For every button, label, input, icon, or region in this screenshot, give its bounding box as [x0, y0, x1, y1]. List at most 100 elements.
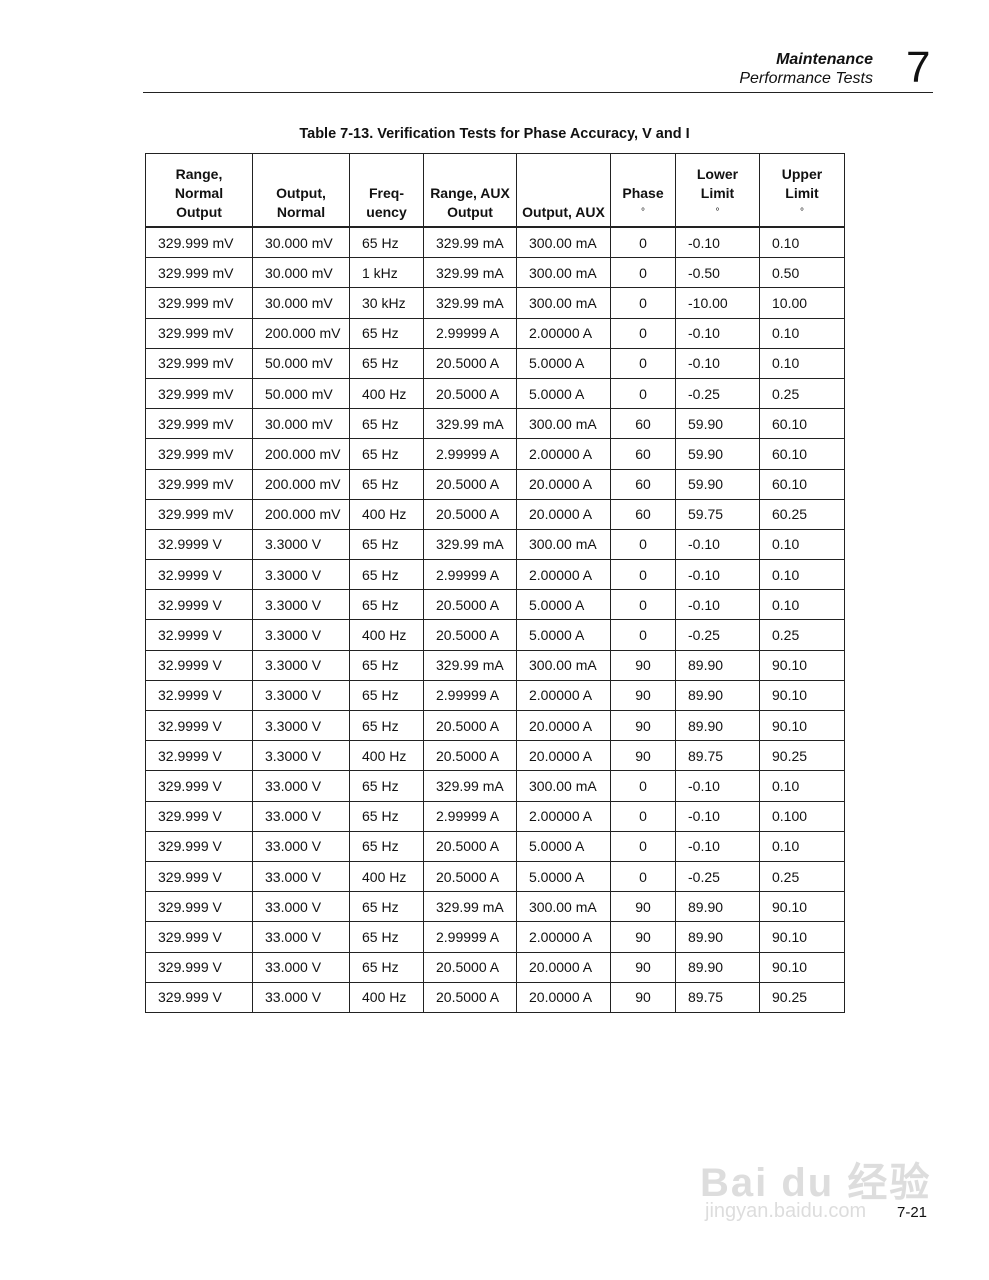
column-header: Range, AUX Output [423, 153, 517, 228]
table-cell: 2.99999 A [423, 921, 517, 953]
table-cell: 200.000 mV [252, 468, 350, 500]
table-cell: 300.00 mA [516, 226, 611, 259]
table-row: 329.999 mV 200.000 mV 400 Hz 20.5000 A 20.00… [145, 498, 845, 530]
table-cell: 0.10 [759, 559, 845, 591]
table-cell: 0 [610, 589, 676, 621]
table-cell: 20.5000 A [423, 498, 517, 530]
table-cell: 30.000 mV [252, 257, 350, 289]
column-header-line: uency [366, 204, 407, 220]
table-cell: 33.000 V [252, 860, 350, 893]
table-cell: 329.999 mV [145, 408, 253, 440]
table-cell: 2.99999 A [423, 438, 517, 470]
table-row: 329.999 mV 30.000 mV 30 kHz 329.99 mA 300.00… [145, 287, 845, 319]
table-cell: 3.3000 V [252, 709, 350, 742]
column-header: Phase ° [610, 153, 676, 228]
table-cell: 60.25 [759, 498, 845, 530]
table-cell: 65 Hz [349, 438, 424, 470]
table-row: 329.999 mV 200.000 mV 65 Hz 2.99999 A 2.0000… [145, 438, 845, 470]
table-cell: 90 [610, 679, 676, 712]
table-cell: 59.90 [675, 468, 760, 500]
table-cell: 0.10 [759, 830, 845, 862]
table-cell: 20.5000 A [423, 589, 517, 621]
table-cell: 3.3000 V [252, 528, 350, 561]
table-cell: -10.00 [675, 287, 760, 319]
table-cell: 20.5000 A [423, 951, 517, 983]
table-cell: -0.10 [675, 226, 760, 259]
table-cell: 300.00 mA [516, 770, 611, 802]
table-cell: 32.9999 V [145, 709, 253, 742]
table-cell: 20.5000 A [423, 830, 517, 862]
table-cell: 400 Hz [349, 740, 424, 772]
table-row: 32.9999 V 3.3000 V 65 Hz 329.99 mA 300.00 mA… [145, 528, 845, 561]
table-cell: 0.100 [759, 800, 845, 832]
table-row: 329.999 mV 30.000 mV 65 Hz 329.99 mA 300.00 … [145, 408, 845, 440]
table-cell: 65 Hz [349, 347, 424, 379]
table-cell: 90 [610, 740, 676, 772]
table-cell: 59.75 [675, 498, 760, 530]
table-cell: 2.99999 A [423, 559, 517, 591]
table-cell: 90.10 [759, 649, 845, 681]
table-row: 32.9999 V 3.3000 V 400 Hz 20.5000 A 20.0000 … [145, 740, 845, 772]
table-cell: 32.9999 V [145, 649, 253, 681]
table-cell: 65 Hz [349, 468, 424, 500]
table-cell: 20.5000 A [423, 619, 517, 651]
table-cell: 5.0000 A [516, 377, 611, 410]
table-cell: 329.99 mA [423, 770, 517, 802]
table-row: 329.999 mV 200.000 mV 65 Hz 20.5000 A 20.000… [145, 468, 845, 500]
table-cell: 329.99 mA [423, 257, 517, 289]
table-cell: 0 [610, 860, 676, 893]
table-cell: 20.5000 A [423, 860, 517, 893]
table-cell: 33.000 V [252, 981, 350, 1013]
table-cell: 0 [610, 619, 676, 651]
table-cell: 90 [610, 709, 676, 742]
column-header: Upper Limit ° [759, 153, 845, 228]
table-cell: 200.000 mV [252, 438, 350, 470]
table-cell: 0.10 [759, 347, 845, 379]
table-cell: 0.10 [759, 589, 845, 621]
table-cell: 0.10 [759, 770, 845, 802]
table-cell: 3.3000 V [252, 740, 350, 772]
table-cell: 3.3000 V [252, 559, 350, 591]
table-cell: 3.3000 V [252, 589, 350, 621]
table-cell: 329.999 V [145, 770, 253, 802]
table-cell: 0 [610, 830, 676, 862]
degree-unit: ° [641, 207, 645, 218]
table-cell: 90.10 [759, 951, 845, 983]
table-cell: 32.9999 V [145, 740, 253, 772]
column-header-line: Output [176, 204, 222, 220]
table-cell: 20.0000 A [516, 709, 611, 742]
table-cell: 90 [610, 921, 676, 953]
table-cell: 3.3000 V [252, 649, 350, 681]
table-cell: 329.999 mV [145, 438, 253, 470]
table-row: 329.999 mV 50.000 mV 400 Hz 20.5000 A 5.0000… [145, 377, 845, 410]
table-cell: -0.10 [675, 770, 760, 802]
table-cell: 20.0000 A [516, 498, 611, 530]
table-cell: -0.10 [675, 347, 760, 379]
table-cell: 65 Hz [349, 408, 424, 440]
table-cell: 329.999 V [145, 891, 253, 923]
table-cell: 50.000 mV [252, 377, 350, 410]
table-cell: 10.00 [759, 287, 845, 319]
table-cell: 329.999 V [145, 921, 253, 953]
table-cell: 30.000 mV [252, 408, 350, 440]
table-cell: 60 [610, 438, 676, 470]
table-cell: 329.999 mV [145, 317, 253, 349]
table-cell: 0 [610, 257, 676, 289]
table-cell: 90.10 [759, 709, 845, 742]
table-cell: -0.25 [675, 377, 760, 410]
table-cell: 65 Hz [349, 830, 424, 862]
column-header: Output, AUX [516, 153, 611, 228]
table-cell: -0.25 [675, 619, 760, 651]
table-cell: 0.10 [759, 528, 845, 561]
table-cell: 0.50 [759, 257, 845, 289]
table-cell: 32.9999 V [145, 559, 253, 591]
table-cell: 0.25 [759, 377, 845, 410]
table-cell: 65 Hz [349, 921, 424, 953]
table-cell: 329.999 V [145, 830, 253, 862]
table-cell: 30.000 mV [252, 287, 350, 319]
table-cell: 65 Hz [349, 951, 424, 983]
column-header-line: Normal [174, 185, 224, 201]
table-row: 329.999 V 33.000 V 400 Hz 20.5000 A 5.0000 A… [145, 860, 845, 893]
table-cell: 60 [610, 498, 676, 530]
table-cell: -0.10 [675, 830, 760, 862]
